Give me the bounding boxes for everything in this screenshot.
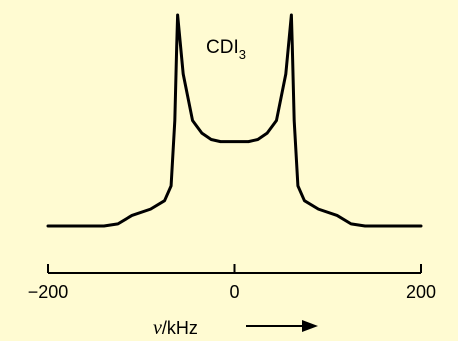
series-layer (46, 13, 423, 228)
x-axis-label-unit: /kHz (162, 318, 198, 338)
chart-background (0, 0, 458, 341)
x-axis-ticks: −200 0 200 (28, 264, 436, 302)
x-tick-label: −200 (28, 282, 69, 302)
right-arrow-icon (246, 320, 318, 332)
compound-annotation-main: CDI (206, 37, 239, 58)
x-tick-label: 0 (229, 282, 239, 302)
compound-annotation: CDI3 (206, 37, 246, 62)
x-axis-label: ν/kHz (153, 317, 198, 339)
x-tick-label: 200 (406, 282, 436, 302)
spectrum-line-0 (46, 13, 423, 228)
x-axis-label-symbol: ν (153, 317, 162, 339)
arrow-head (302, 320, 318, 332)
compound-annotation-subscript: 3 (239, 47, 246, 62)
